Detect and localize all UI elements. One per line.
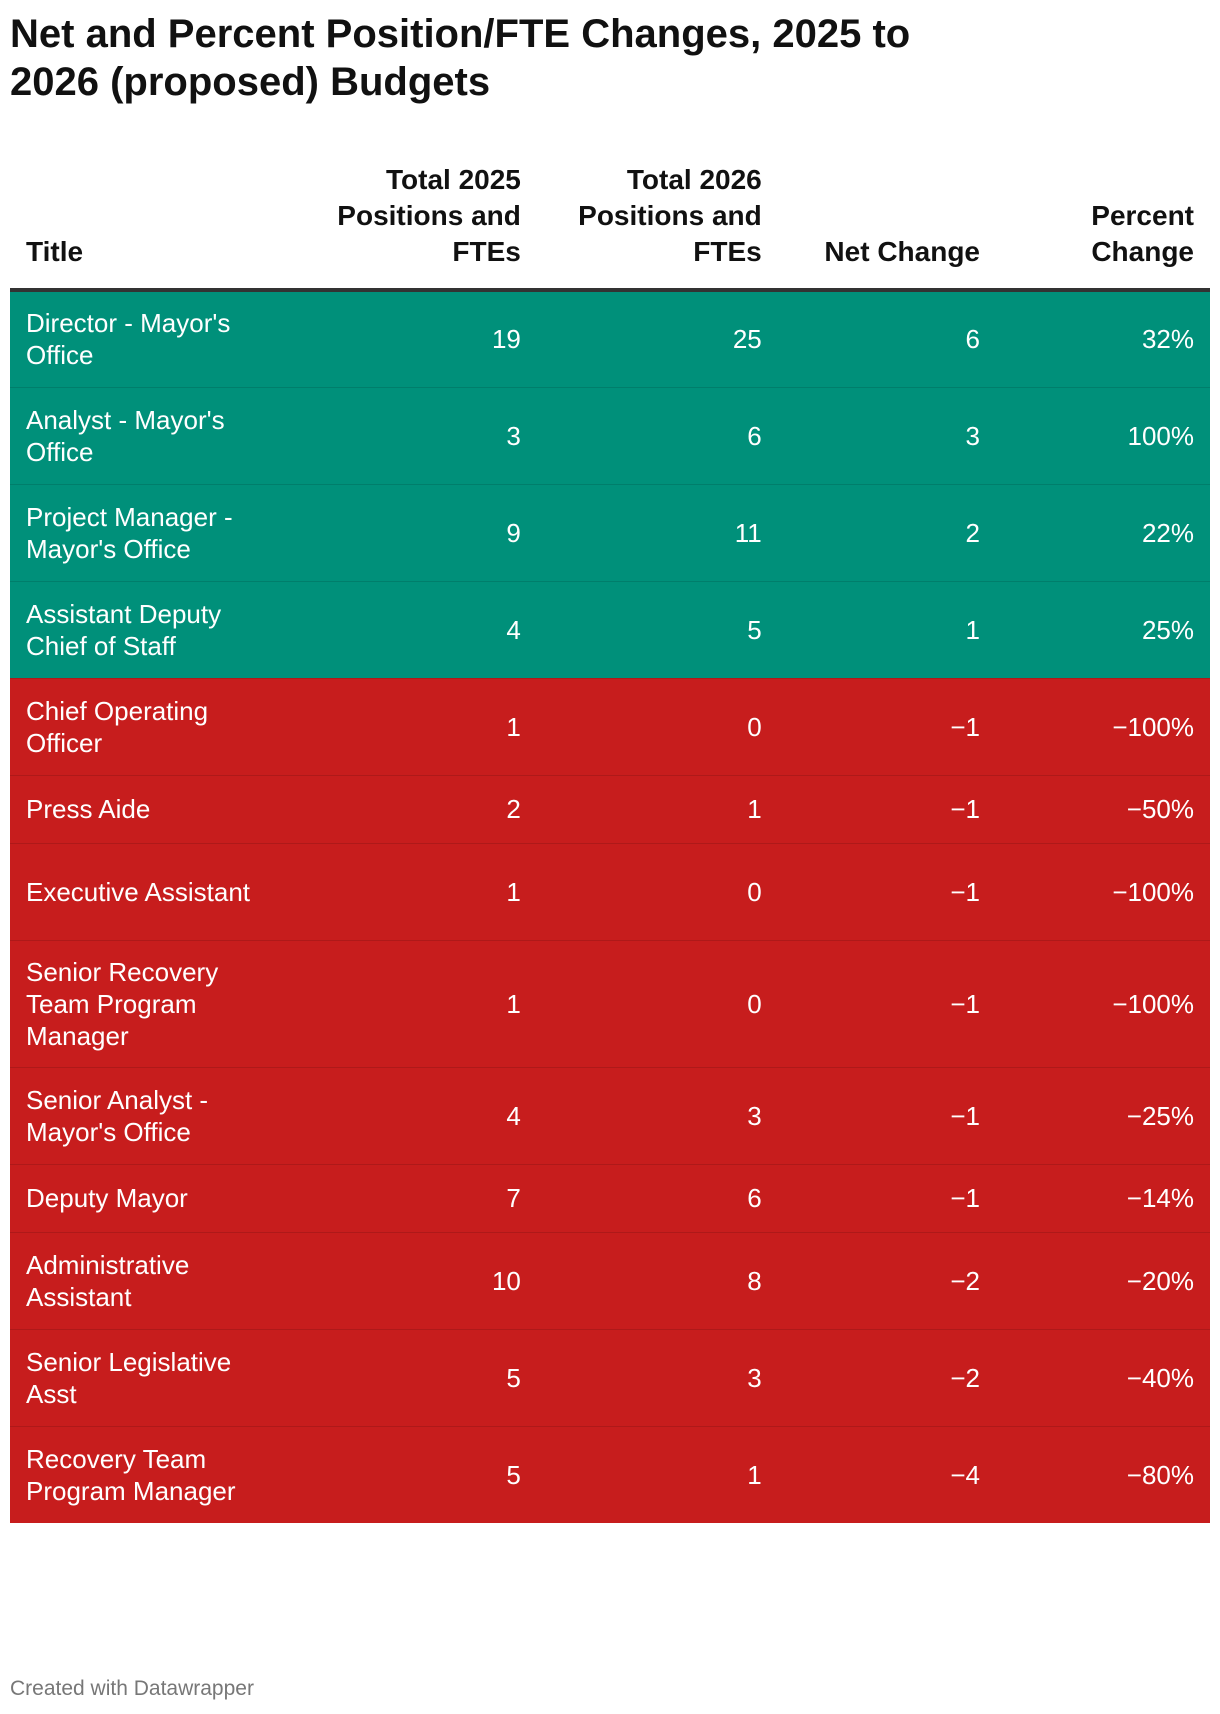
column-header-title[interactable]: Title: [10, 156, 297, 292]
chart-title: Net and Percent Position/FTE Changes, 20…: [10, 12, 911, 104]
column-header-total-2025[interactable]: Total 2025 Positions and FTEs: [296, 156, 537, 292]
cell-total-2025: 3: [296, 387, 537, 485]
table-row: Chief Operating Officer 1 0 −1 −100%: [10, 678, 1210, 776]
column-header-total-2026[interactable]: Total 2026 Positions and FTEs: [536, 156, 778, 292]
cell-percent-change: −25%: [996, 1067, 1210, 1165]
cell-total-2026: 3: [536, 1329, 778, 1427]
cell-percent-change: −100%: [996, 843, 1210, 941]
cell-percent-change: 25%: [996, 581, 1210, 679]
cell-percent-change: −100%: [996, 678, 1210, 776]
cell-total-2026: 8: [536, 1232, 778, 1330]
table-row: Deputy Mayor 7 6 −1 −14%: [10, 1164, 1210, 1233]
row-title: Recovery Team Program Manager: [10, 1426, 297, 1523]
cell-percent-change: −40%: [996, 1329, 1210, 1427]
cell-percent-change: −100%: [996, 940, 1210, 1068]
cell-percent-change: −14%: [996, 1164, 1210, 1233]
cell-net-change: 2: [777, 484, 996, 582]
cell-percent-change: −20%: [996, 1232, 1210, 1330]
data-table: Title Total 2025 Positions and FTEs Tota…: [10, 156, 1210, 1523]
cell-total-2025: 7: [296, 1164, 537, 1233]
table-row: Senior Legislative Asst 5 3 −2 −40%: [10, 1329, 1210, 1427]
cell-net-change: 3: [777, 387, 996, 485]
cell-net-change: 1: [777, 581, 996, 679]
cell-total-2026: 0: [536, 940, 778, 1068]
row-title: Assistant Deputy Chief of Staff: [10, 581, 297, 679]
cell-percent-change: 22%: [996, 484, 1210, 582]
cell-percent-change: −80%: [996, 1426, 1210, 1523]
row-title: Senior Legislative Asst: [10, 1329, 297, 1427]
cell-net-change: −1: [777, 843, 996, 941]
row-title: Senior Recovery Team Program Manager: [10, 940, 297, 1068]
cell-net-change: −2: [777, 1329, 996, 1427]
cell-total-2025: 1: [296, 940, 537, 1068]
row-title: Press Aide: [10, 775, 297, 844]
column-header-percent-change[interactable]: Percent Change: [996, 156, 1210, 292]
table-row: Executive Assistant 1 0 −1 −100%: [10, 843, 1210, 941]
cell-total-2025: 19: [296, 290, 537, 388]
cell-net-change: −1: [777, 678, 996, 776]
cell-total-2026: 0: [536, 843, 778, 941]
cell-total-2026: 1: [536, 775, 778, 844]
table-row: Project Manager - Mayor's Office 9 11 2 22%: [10, 484, 1210, 582]
cell-total-2025: 5: [296, 1426, 537, 1523]
cell-net-change: −1: [777, 1164, 996, 1233]
cell-percent-change: −50%: [996, 775, 1210, 844]
cell-total-2026: 6: [536, 1164, 778, 1233]
row-title: Analyst - Mayor's Office: [10, 387, 297, 485]
cell-total-2025: 1: [296, 843, 537, 941]
cell-total-2025: 5: [296, 1329, 537, 1427]
cell-total-2025: 10: [296, 1232, 537, 1330]
footer-credit: Created with Datawrapper: [10, 1677, 254, 1700]
table-body: Director - Mayor's Office 19 25 6 32% Analyst…: [10, 290, 1210, 1523]
table-row: Senior Analyst - Mayor's Office 4 3 −1 −25%: [10, 1067, 1210, 1165]
row-title: Executive Assistant: [10, 843, 297, 941]
cell-total-2026: 5: [536, 581, 778, 679]
cell-total-2026: 3: [536, 1067, 778, 1165]
row-title: Chief Operating Officer: [10, 678, 297, 776]
cell-total-2026: 1: [536, 1426, 778, 1523]
cell-total-2025: 9: [296, 484, 537, 582]
table-row: Assistant Deputy Chief of Staff 4 5 1 25%: [10, 581, 1210, 679]
cell-percent-change: 100%: [996, 387, 1210, 485]
cell-total-2025: 4: [296, 581, 537, 679]
table-row: Senior Recovery Team Program Manager 1 0 −1…: [10, 940, 1210, 1068]
table-row: Analyst - Mayor's Office 3 6 3 100%: [10, 387, 1210, 485]
row-title: Director - Mayor's Office: [10, 290, 297, 388]
cell-total-2026: 11: [536, 484, 778, 582]
row-title: Deputy Mayor: [10, 1164, 297, 1233]
table-row: Press Aide 2 1 −1 −50%: [10, 775, 1210, 844]
table-row: Director - Mayor's Office 19 25 6 32%: [10, 290, 1210, 388]
cell-net-change: −1: [777, 775, 996, 844]
cell-net-change: −1: [777, 940, 996, 1068]
cell-total-2026: 6: [536, 387, 778, 485]
cell-net-change: −4: [777, 1426, 996, 1523]
row-title: Administrative Assistant: [10, 1232, 297, 1330]
cell-percent-change: 32%: [996, 290, 1210, 388]
row-title: Senior Analyst - Mayor's Office: [10, 1067, 297, 1165]
row-title: Project Manager - Mayor's Office: [10, 484, 297, 582]
table-header-row: Title Total 2025 Positions and FTEs Tota…: [10, 156, 1210, 292]
table-row: Recovery Team Program Manager 5 1 −4 −80%: [10, 1426, 1210, 1523]
cell-net-change: −1: [777, 1067, 996, 1165]
table-row: Administrative Assistant 10 8 −2 −20%: [10, 1232, 1210, 1330]
cell-total-2025: 1: [296, 678, 537, 776]
cell-total-2025: 4: [296, 1067, 537, 1165]
cell-net-change: 6: [777, 290, 996, 388]
cell-total-2026: 0: [536, 678, 778, 776]
cell-net-change: −2: [777, 1232, 996, 1330]
column-header-net-change[interactable]: Net Change: [777, 156, 996, 292]
cell-total-2025: 2: [296, 775, 537, 844]
cell-total-2026: 25: [536, 290, 778, 388]
